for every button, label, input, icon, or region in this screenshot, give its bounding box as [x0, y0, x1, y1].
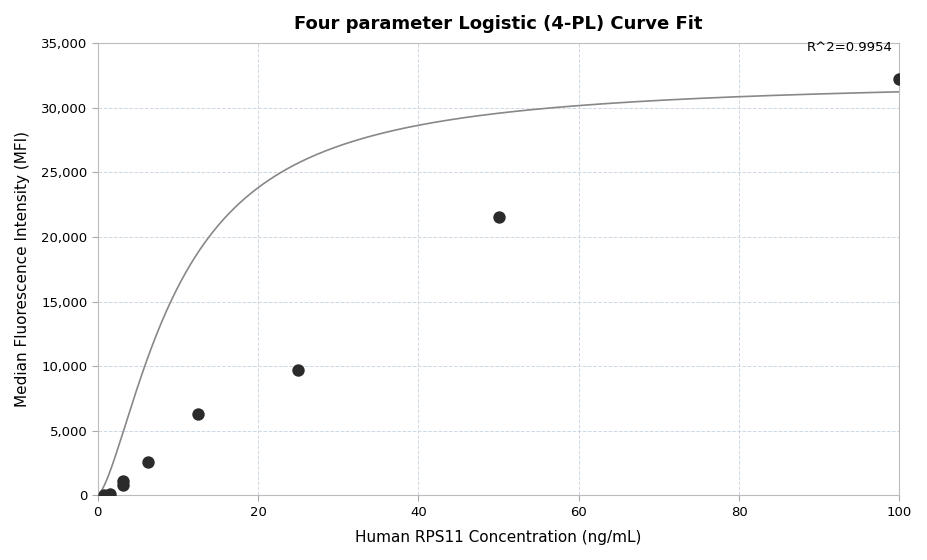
Point: [116, 477, 131, 486]
Point: [103, 489, 118, 498]
X-axis label: Human RPS11 Concentration (ng/mL): Human RPS11 Concentration (ng/mL): [355, 530, 641, 545]
Text: R^2=0.9954: R^2=0.9954: [806, 41, 893, 54]
Point: [291, 366, 306, 375]
Point: [892, 74, 907, 83]
Point: [116, 480, 131, 489]
Point: [191, 409, 206, 418]
Point: [141, 458, 156, 466]
Point: [491, 213, 506, 222]
Y-axis label: Median Fluorescence Intensity (MFI): Median Fluorescence Intensity (MFI): [15, 131, 30, 407]
Title: Four parameter Logistic (4-PL) Curve Fit: Four parameter Logistic (4-PL) Curve Fit: [295, 15, 703, 33]
Point: [96, 491, 111, 500]
